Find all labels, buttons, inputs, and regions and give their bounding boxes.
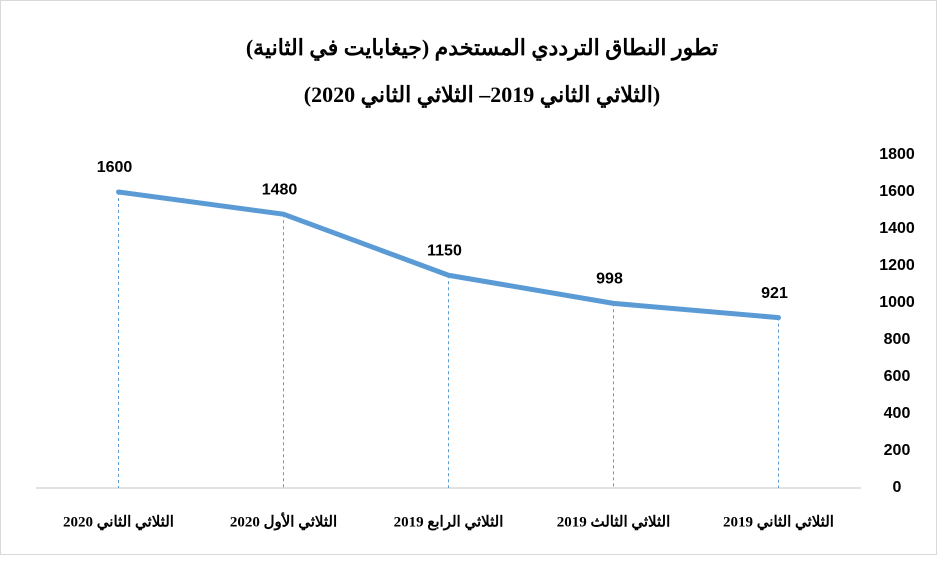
x-tick-label: الثلاثي الثاني 2020 (63, 514, 174, 531)
line (116, 189, 781, 321)
y-tick-label: 1000 (879, 294, 915, 311)
y-tick-label: 400 (884, 405, 911, 422)
data-label: 998 (596, 271, 623, 288)
y-tick-label: 1200 (879, 257, 915, 274)
x-tick-label: الثلاثي الثاني 2019 (723, 514, 834, 531)
data-label: 1480 (262, 181, 298, 198)
y-tick-label: 1600 (879, 183, 915, 200)
y-tick-label: 1800 (879, 146, 915, 163)
y-tick-label: 600 (884, 368, 911, 385)
x-tick-label: الثلاثي الرابع 2019 (394, 514, 504, 531)
y-tick-label: 0 (893, 479, 902, 496)
data-label: 1150 (427, 242, 462, 259)
y-tick-label: 800 (884, 331, 911, 348)
data-label: 921 (761, 285, 788, 302)
x-tick-label: الثلاثي الأول 2020 (230, 511, 337, 531)
chart-title: تطور النطاق الترددي المستخدم (جيغابايت ف… (246, 35, 718, 61)
chart-title: (الثلاثي الثاني 2019– الثلاثي الثاني 202… (304, 82, 660, 108)
y-tick-label: 1400 (879, 220, 915, 237)
y-tick-label: 200 (884, 442, 911, 459)
data-label: 1600 (97, 159, 133, 176)
x-tick-label: الثلاثي الثالث 2019 (557, 514, 671, 531)
